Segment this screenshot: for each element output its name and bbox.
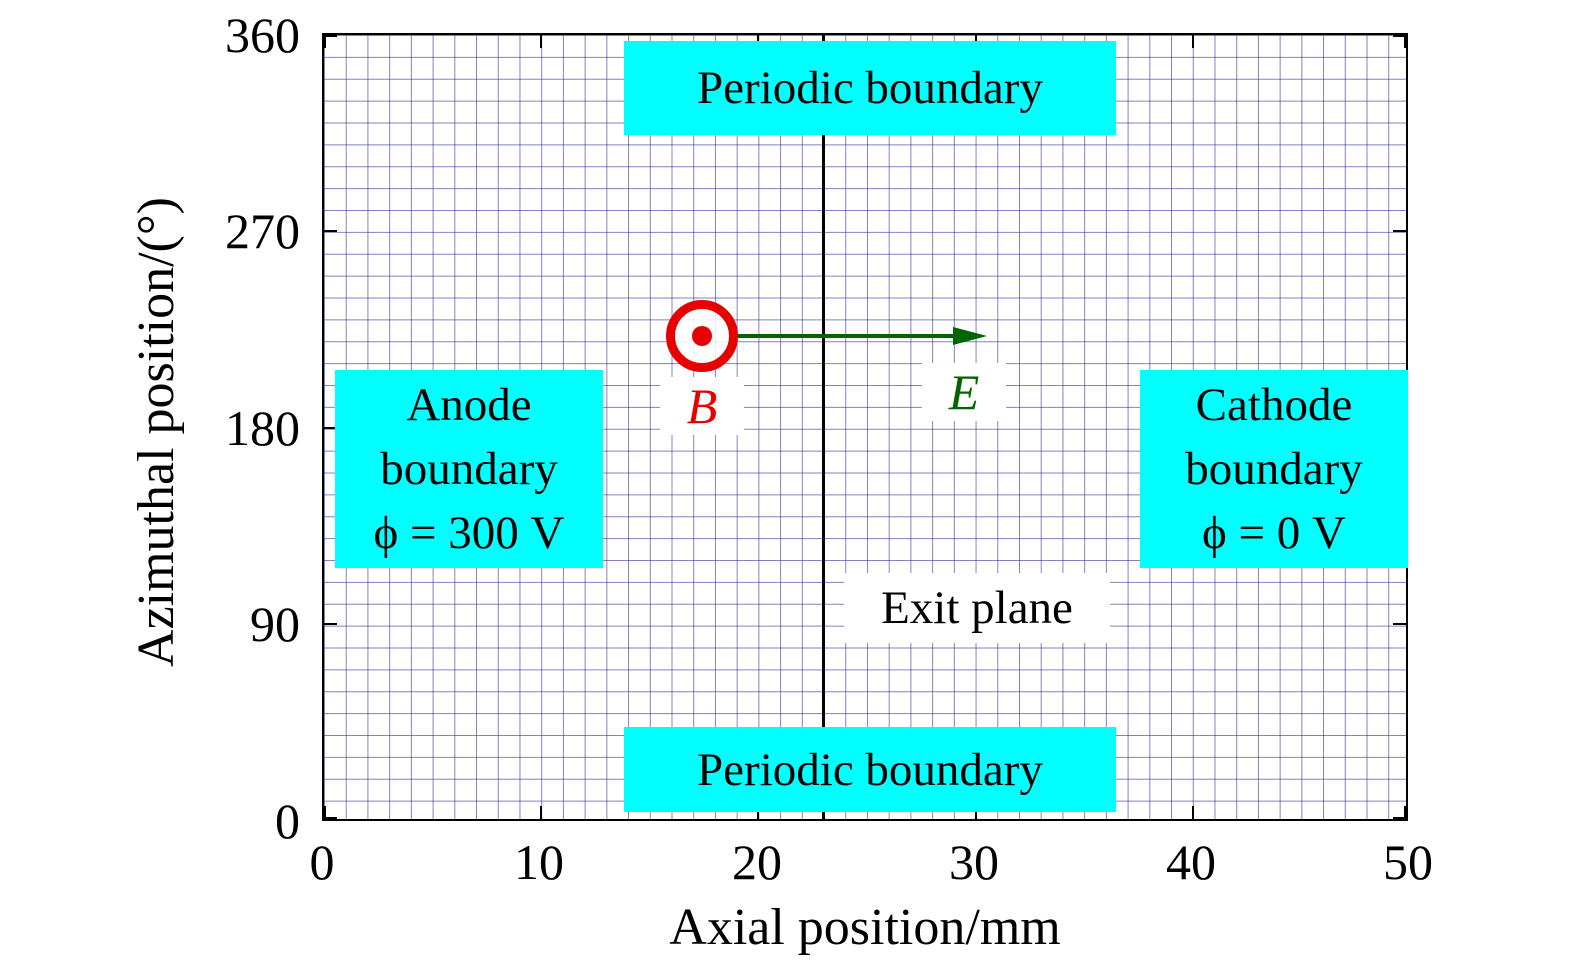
tick-mark	[1404, 806, 1406, 819]
cathode-label-line3: ϕ = 0 V	[1202, 507, 1346, 559]
tick-mark	[1393, 623, 1406, 625]
tick-mark	[324, 427, 337, 429]
tick-mark	[757, 806, 759, 819]
tick-mark	[1393, 35, 1406, 37]
b-field-dot-icon	[692, 326, 712, 346]
cathode-label-line1: Cathode	[1195, 379, 1353, 431]
tick-mark	[540, 806, 542, 819]
tick-mark	[1393, 817, 1406, 819]
y-tick-label-90: 90	[250, 596, 300, 652]
exit-plane-line	[822, 35, 825, 819]
exit-plane-label: Exit plane	[844, 573, 1110, 643]
tick-mark	[324, 35, 337, 37]
anode-boundary-label: Anode boundary ϕ = 300 V	[335, 370, 603, 568]
tick-mark	[324, 230, 337, 232]
cathode-label-line2: boundary	[1185, 443, 1363, 495]
y-tick-label-270: 270	[225, 203, 300, 259]
x-tick-label-0: 0	[309, 834, 335, 890]
x-tick-label-30: 30	[949, 834, 999, 890]
tick-mark	[324, 623, 337, 625]
cathode-boundary-label: Cathode boundary ϕ = 0 V	[1140, 370, 1408, 568]
tick-mark	[1192, 35, 1194, 48]
tick-mark	[540, 35, 542, 48]
e-field-label: E	[922, 363, 1006, 421]
x-tick-label-10: 10	[514, 834, 564, 890]
tick-mark	[975, 806, 977, 819]
tick-mark	[1192, 806, 1194, 819]
tick-mark	[324, 817, 337, 819]
anode-label-line2: boundary	[380, 443, 558, 495]
e-field-arrow-icon	[737, 327, 987, 345]
tick-mark	[324, 806, 326, 819]
b-field-label: B	[660, 377, 744, 435]
x-tick-label-20: 20	[732, 834, 782, 890]
periodic-boundary-bottom-label: Periodic boundary	[624, 727, 1116, 812]
x-axis-title: Axial position/mm	[669, 899, 1061, 956]
x-tick-label-50: 50	[1383, 834, 1433, 890]
tick-mark	[1404, 35, 1406, 48]
tick-mark	[324, 35, 326, 48]
anode-label-line3: ϕ = 300 V	[373, 507, 565, 559]
y-tick-label-0: 0	[275, 793, 300, 849]
y-tick-label-180: 180	[225, 400, 300, 456]
y-tick-label-360: 360	[225, 7, 300, 63]
x-tick-label-40: 40	[1166, 834, 1216, 890]
tick-mark	[1393, 230, 1406, 232]
plot-area: Periodic boundary Periodic boundary Anod…	[322, 33, 1408, 821]
periodic-boundary-top-label: Periodic boundary	[624, 41, 1116, 135]
b-field-out-of-plane-icon	[666, 300, 738, 372]
anode-label-line1: Anode	[406, 379, 532, 431]
